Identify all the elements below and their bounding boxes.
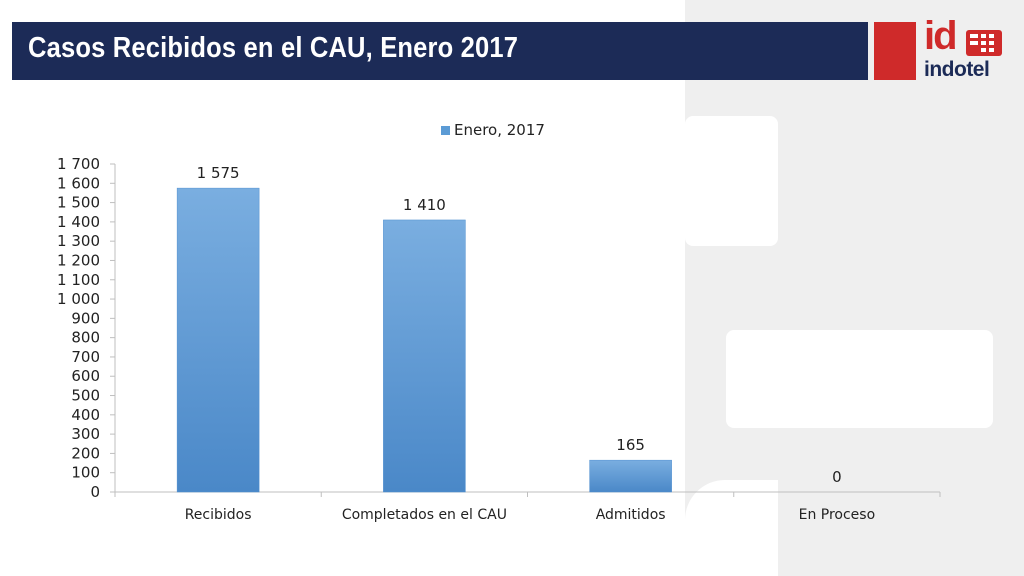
data-label: 0 xyxy=(832,468,842,486)
background-cutout xyxy=(726,330,993,428)
logo-grid-icon xyxy=(966,30,1002,56)
background-cutout xyxy=(685,480,778,576)
y-tick-label: 300 xyxy=(71,425,100,443)
logo-red-block xyxy=(874,22,916,80)
y-tick-label: 100 xyxy=(71,464,100,482)
y-tick-label: 600 xyxy=(71,367,100,385)
bar xyxy=(383,219,466,493)
title-bar: Casos Recibidos en el CAU, Enero 2017 xyxy=(0,22,868,80)
y-tick-label: 1 600 xyxy=(57,174,100,192)
legend-label: Enero, 2017 xyxy=(454,121,545,139)
x-tick-label: Recibidos xyxy=(185,507,252,523)
data-label: 1 575 xyxy=(197,164,240,182)
data-label: 165 xyxy=(616,436,645,454)
y-tick-label: 1 100 xyxy=(57,271,100,289)
bar xyxy=(589,459,672,493)
y-tick-label: 1 300 xyxy=(57,232,100,250)
y-tick-label: 900 xyxy=(71,309,100,327)
chart-legend: Enero, 2017 xyxy=(441,121,545,139)
y-tick-label: 200 xyxy=(71,444,100,462)
x-tick-label: Completados en el CAU xyxy=(342,507,507,523)
y-tick-label: 700 xyxy=(71,348,100,366)
bar xyxy=(176,187,260,493)
y-tick-label: 400 xyxy=(71,406,100,424)
y-tick-label: 500 xyxy=(71,387,100,405)
y-tick-label: 1 500 xyxy=(57,194,100,212)
slide-title: Casos Recibidos en el CAU, Enero 2017 xyxy=(28,32,519,64)
y-tick-label: 1 200 xyxy=(57,251,100,269)
x-tick-label: En Proceso xyxy=(799,507,876,523)
x-tick-label: Admitidos xyxy=(596,507,666,523)
y-tick-label: 1 400 xyxy=(57,213,100,231)
y-tick-label: 800 xyxy=(71,329,100,347)
y-tick-label: 1 700 xyxy=(57,155,100,173)
title-bar-edge xyxy=(0,22,12,80)
logo-name: indotel xyxy=(924,58,990,81)
y-tick-label: 1 000 xyxy=(57,290,100,308)
background-cutout xyxy=(685,116,778,246)
data-label: 1 410 xyxy=(403,196,446,214)
logo-mark: id xyxy=(924,14,958,58)
y-tick-label: 0 xyxy=(90,483,100,501)
indotel-logo-icon: id indotel xyxy=(874,14,1004,84)
legend-swatch xyxy=(441,125,450,135)
